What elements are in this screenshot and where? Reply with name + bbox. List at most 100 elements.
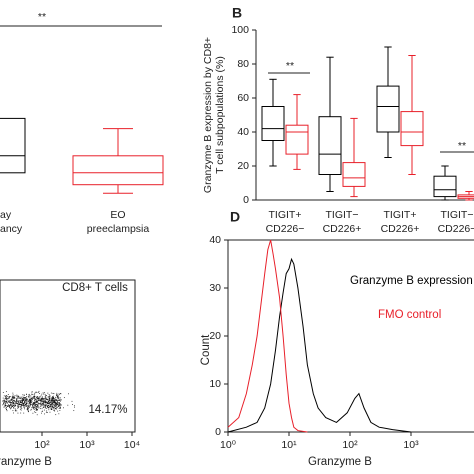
cell-dot [5,398,7,400]
cell-dot [47,402,49,403]
cell-dot [25,404,26,406]
cell-dot [41,398,43,400]
cell-dot [35,411,37,413]
cell-dot [13,400,15,402]
cell-dot [3,403,4,405]
cell-dot [40,398,42,400]
cell-dot [12,402,14,404]
cell-dot [58,402,59,404]
cell-dot [33,408,35,409]
x-tick-label: EO [110,209,125,221]
histogram-line [227,239,308,433]
cell-dot [51,404,53,406]
cell-dot [34,395,36,397]
cell-dot [40,405,42,407]
cell-dot [2,400,4,402]
cell-dot [49,400,51,401]
cell-dot [42,404,44,405]
cell-dot [35,409,37,411]
cell-dot [7,405,9,407]
cell-dot [74,405,75,407]
cell-dot [4,401,6,403]
cell-dot [29,402,30,404]
cell-dot [14,405,16,407]
cell-dot [26,405,28,407]
cell-dot [55,414,57,416]
cell-dot [34,401,36,403]
cell-dot [48,402,50,404]
cell-dot [23,412,25,414]
cell-dot [4,400,6,402]
cell-dot [18,405,20,407]
cell-dot [56,394,58,396]
cell-dot [55,406,57,408]
cell-dot [27,405,29,407]
cell-dot [20,409,22,411]
cell-dot [8,400,9,402]
x-tick-label: CD226+ [323,223,362,235]
cell-dot [24,406,26,408]
cell-dot [59,398,61,400]
cell-dot [33,394,35,396]
cell-dot [57,403,59,405]
cell-dot [11,397,13,399]
cell-dot [15,403,17,404]
cell-dot [53,393,55,395]
cell-dot [44,401,46,403]
cell-dot [8,396,10,398]
cell-dot [35,399,37,400]
cell-dot [8,397,10,399]
cell-dot [45,407,47,409]
cell-dot [44,413,45,415]
cell-dot [5,396,6,398]
cell-dot [56,400,58,402]
cell-dot [6,395,8,396]
cell-dot [46,403,48,404]
cell-dot [13,412,14,414]
cell-dot [42,401,44,402]
cell-dot [54,405,55,406]
cell-dot [35,407,37,409]
cell-dot [41,399,43,401]
cell-dot [22,394,24,396]
cell-dot [14,410,16,412]
cell-dot [37,406,38,408]
cell-dot [17,412,19,414]
cell-dot [23,404,25,405]
cell-dot [54,401,56,402]
cell-dot [45,411,47,413]
cell-dot [29,395,31,397]
cell-dot [60,393,62,395]
cell-dot [24,402,26,404]
x-tick-label: CD226+ [381,223,420,235]
cell-dot [31,400,33,402]
cell-dot [2,392,4,393]
cell-dot [23,394,25,396]
cell-dot [18,397,19,399]
cell-dot [58,405,59,407]
cell-dot [10,400,12,402]
cell-dot [20,401,22,402]
cell-dot [58,394,60,396]
cell-dot [48,399,50,401]
cell-dot [16,394,18,396]
cell-dot [49,397,51,399]
cell-dot [16,400,18,402]
cell-dot [36,414,38,416]
cell-dot [43,402,45,404]
cell-dot [41,412,42,414]
cell-dot [25,401,27,403]
significance: ** [458,140,466,152]
cell-dot [32,404,34,405]
cell-dot [45,402,46,404]
cell-dot [38,398,39,400]
cell-dot [37,396,39,397]
y-axis-label: Granzyme B expression by CD8+ [202,37,214,193]
cell-dot [26,399,28,401]
cell-dot [55,399,57,401]
cell-dot [55,408,57,410]
cell-dot [41,398,43,399]
cell-dot [42,404,44,406]
cell-dot [47,404,49,406]
cell-dot [38,407,40,409]
